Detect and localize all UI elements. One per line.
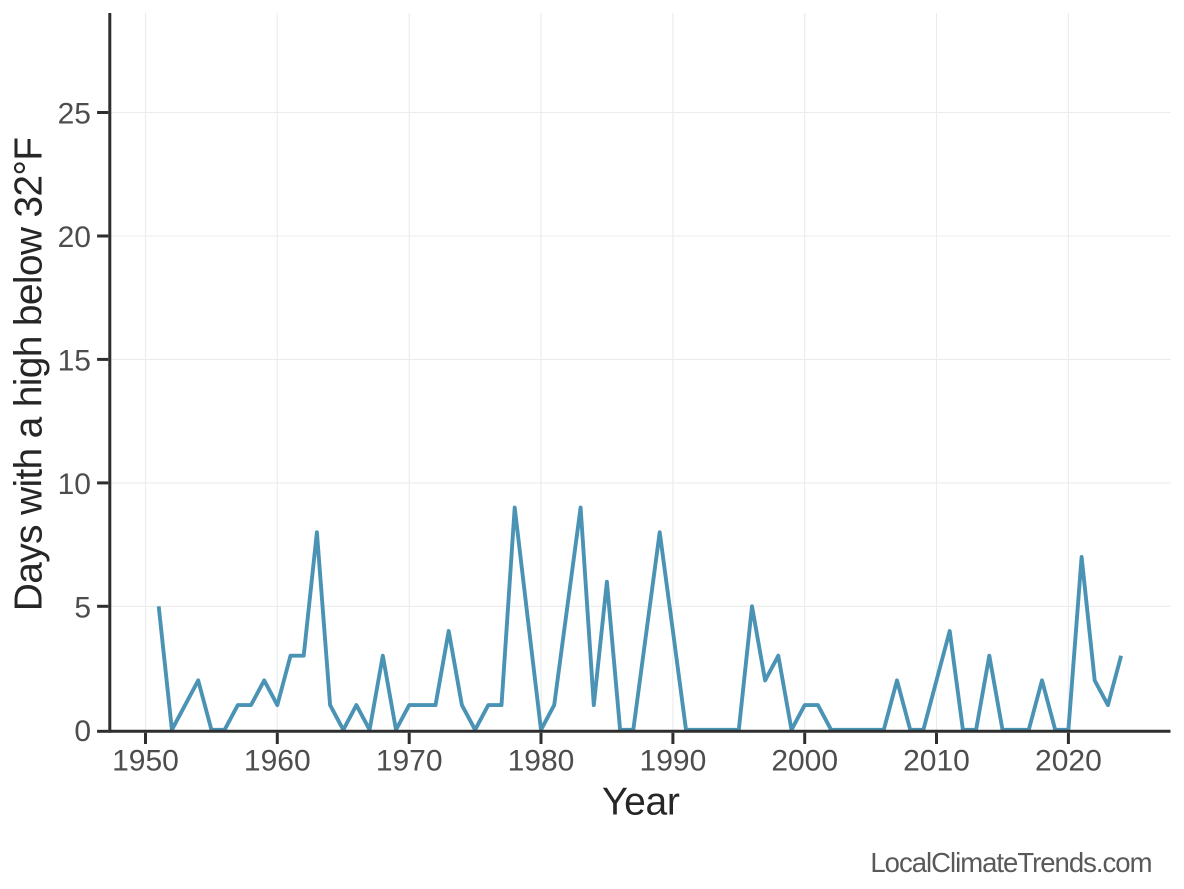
svg-text:5: 5 (74, 592, 91, 625)
svg-text:25: 25 (58, 98, 91, 131)
svg-text:1970: 1970 (376, 745, 443, 778)
svg-text:10: 10 (58, 468, 91, 501)
svg-text:Days with a high below 32°F: Days with a high below 32°F (8, 138, 51, 612)
svg-text:2000: 2000 (771, 745, 838, 778)
svg-text:1980: 1980 (508, 745, 575, 778)
svg-text:20: 20 (58, 221, 91, 254)
svg-text:15: 15 (58, 345, 91, 378)
svg-text:1990: 1990 (640, 745, 707, 778)
svg-text:1950: 1950 (112, 745, 179, 778)
svg-text:Year: Year (602, 781, 680, 824)
svg-text:0: 0 (74, 715, 91, 748)
svg-text:LocalClimateTrends.com: LocalClimateTrends.com (870, 847, 1151, 878)
svg-text:2020: 2020 (1035, 745, 1102, 778)
svg-text:1960: 1960 (244, 745, 311, 778)
svg-text:2010: 2010 (903, 745, 970, 778)
